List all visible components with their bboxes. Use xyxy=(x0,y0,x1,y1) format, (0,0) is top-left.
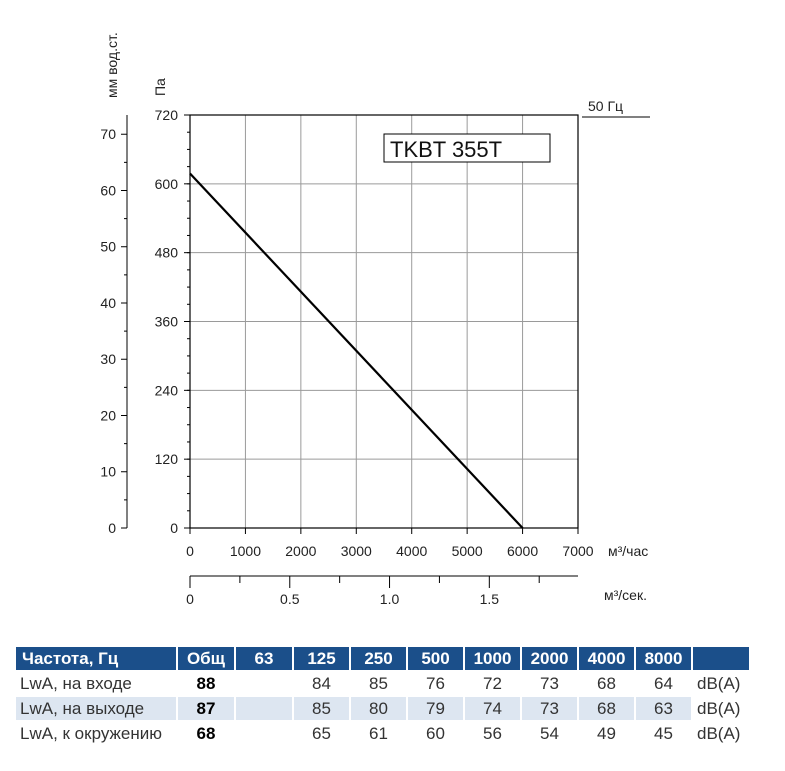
row-label: LwA, к окружению xyxy=(20,723,162,743)
row-unit: dB(A) xyxy=(697,723,741,743)
mm-tick-label: 70 xyxy=(100,126,116,142)
table-row: LwA, на входе 88 84 85 76 72 73 68 64 dB… xyxy=(16,672,749,695)
pa-tick-label: 120 xyxy=(155,451,179,467)
mm-tick-label: 10 xyxy=(100,464,116,480)
row-total: 88 xyxy=(196,673,216,693)
cell-1000: 74 xyxy=(465,697,520,720)
row-unit: dB(A) xyxy=(697,698,741,718)
cell-2000: 73 xyxy=(522,697,577,720)
x-tick-label: 2000 xyxy=(285,543,316,559)
x-tick-label: 3000 xyxy=(341,543,372,559)
cell-2000: 54 xyxy=(540,723,559,743)
axis-ticks: 0 1000 2000 3000 4000 5000 6000 700001202403604… xyxy=(100,107,593,607)
x-tick-label: 7000 xyxy=(562,543,593,559)
pa-tick-label: 720 xyxy=(155,107,179,123)
table-row: LwA, на выходе 87 85 80 79 74 73 68 63 d… xyxy=(16,697,749,720)
model-label: TKBT 355T xyxy=(390,137,502,162)
y-left-label: мм вод.ст. xyxy=(104,32,120,98)
model-label-box xyxy=(383,133,551,163)
pa-tick-label: 480 xyxy=(155,245,179,261)
mm-tick-label: 0 xyxy=(108,520,116,536)
cell-63 xyxy=(236,697,292,720)
header-4000: 4000 xyxy=(579,647,634,670)
row-label: LwA, на выходе xyxy=(16,697,176,720)
y-right-label: Па xyxy=(152,78,168,96)
cell-500: 60 xyxy=(426,723,445,743)
mm-tick-label: 20 xyxy=(100,407,116,423)
cell-125: 85 xyxy=(294,697,349,720)
frequency-label: 50 Гц xyxy=(588,98,623,114)
cell-63 xyxy=(236,672,292,695)
performance-chart: 0 1000 2000 3000 4000 5000 6000 700001202403604… xyxy=(100,32,650,607)
cell-1000: 56 xyxy=(483,723,502,743)
pa-tick-label: 600 xyxy=(155,176,179,192)
series-layer xyxy=(189,172,524,529)
table-row: LwA, к окружению 68 65 61 60 56 54 49 45… xyxy=(16,722,749,745)
header-63: 63 xyxy=(236,647,292,670)
x-axis-label: м³/час xyxy=(608,543,648,559)
cell-1000: 72 xyxy=(483,673,502,693)
cell-250: 80 xyxy=(351,697,406,720)
cell-63 xyxy=(236,722,292,745)
cell-125: 84 xyxy=(312,673,331,693)
header-2000: 2000 xyxy=(522,647,577,670)
cell-4000: 68 xyxy=(579,697,634,720)
cell-4000: 49 xyxy=(597,723,616,743)
cell-250: 61 xyxy=(369,723,388,743)
x-tick-label: 5000 xyxy=(452,543,483,559)
mm-tick-label: 30 xyxy=(100,351,116,367)
series-line xyxy=(189,172,524,529)
header-total: Общ xyxy=(178,647,234,670)
chart-grid xyxy=(190,115,578,528)
x-tick-label: 1000 xyxy=(230,543,261,559)
cell-250: 85 xyxy=(369,673,388,693)
x-tick-label: 4000 xyxy=(396,543,427,559)
x-tick-label: 0 xyxy=(186,543,194,559)
row-total: 68 xyxy=(196,723,216,743)
pa-tick-label: 0 xyxy=(170,520,178,536)
header-500: 500 xyxy=(408,647,463,670)
cell-500: 76 xyxy=(426,673,445,693)
mm-tick-label: 60 xyxy=(100,182,116,198)
row-total: 87 xyxy=(178,697,234,720)
header-unit-cell xyxy=(693,647,749,670)
table-header-row: Частота, Гц Общ 63 125 250 500 1000 2000… xyxy=(16,647,749,670)
cell-125: 65 xyxy=(312,723,331,743)
x2-tick-label: 0 xyxy=(186,591,194,607)
header-125: 125 xyxy=(294,647,349,670)
cell-8000: 64 xyxy=(654,673,673,693)
x-tick-label: 6000 xyxy=(507,543,538,559)
x2-tick-label: 1.0 xyxy=(380,591,400,607)
pa-tick-label: 240 xyxy=(155,382,179,398)
cell-2000: 73 xyxy=(540,673,559,693)
row-label: LwA, на входе xyxy=(20,673,132,693)
cell-8000: 45 xyxy=(654,723,673,743)
mm-tick-label: 40 xyxy=(100,295,116,311)
header-1000: 1000 xyxy=(465,647,520,670)
row-unit: dB(A) xyxy=(697,673,741,693)
noise-table: Частота, Гц Общ 63 125 250 500 1000 2000… xyxy=(14,645,751,747)
mm-tick-label: 50 xyxy=(100,239,116,255)
pa-tick-label: 360 xyxy=(155,314,179,330)
x2-axis-label: м³/сек. xyxy=(604,587,647,603)
header-frequency: Частота, Гц xyxy=(16,647,176,670)
header-250: 250 xyxy=(351,647,406,670)
header-8000: 8000 xyxy=(636,647,691,670)
cell-4000: 68 xyxy=(597,673,616,693)
cell-8000: 63 xyxy=(636,697,691,720)
x2-tick-label: 0.5 xyxy=(280,591,300,607)
cell-500: 79 xyxy=(408,697,463,720)
x2-tick-label: 1.5 xyxy=(480,591,500,607)
